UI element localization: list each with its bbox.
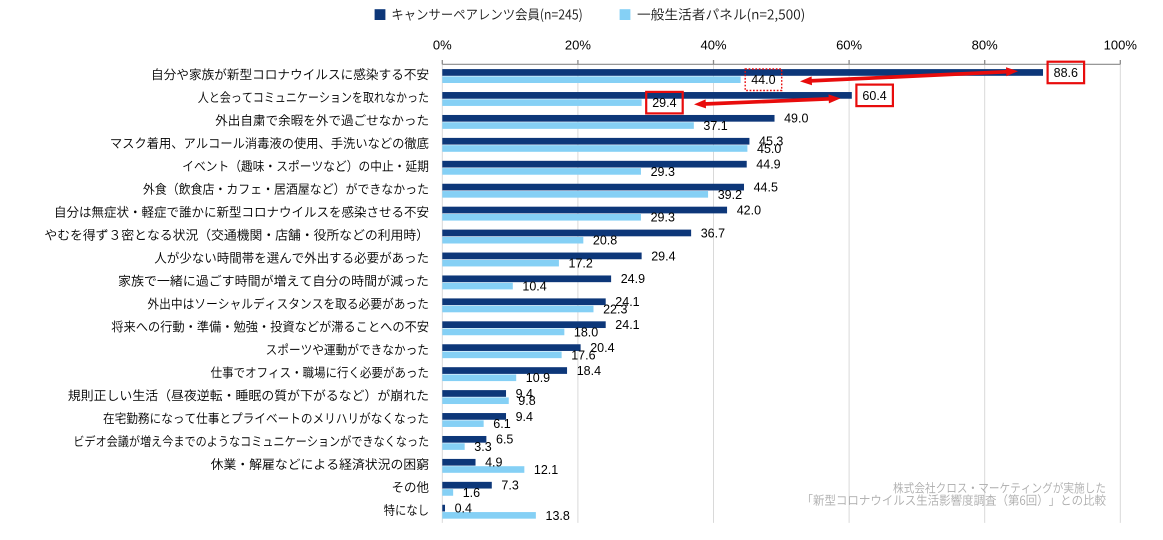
svg-text:9.8: 9.8 — [518, 394, 535, 408]
svg-text:17.6: 17.6 — [571, 348, 595, 362]
svg-text:49.0: 49.0 — [784, 112, 808, 126]
svg-text:7.3: 7.3 — [501, 479, 518, 493]
svg-text:29.4: 29.4 — [652, 96, 676, 110]
svg-text:44.5: 44.5 — [754, 181, 778, 195]
svg-text:45.0: 45.0 — [757, 142, 781, 156]
svg-text:0.4: 0.4 — [455, 502, 472, 516]
svg-text:39.2: 39.2 — [718, 188, 742, 202]
svg-text:24.9: 24.9 — [621, 272, 645, 286]
svg-text:24.1: 24.1 — [615, 295, 639, 309]
svg-text:13.8: 13.8 — [546, 509, 570, 523]
svg-text:1.6: 1.6 — [463, 486, 480, 500]
svg-text:18.4: 18.4 — [577, 364, 601, 378]
svg-text:29.3: 29.3 — [651, 165, 675, 179]
svg-text:100%: 100% — [1104, 38, 1138, 53]
svg-text:20.8: 20.8 — [593, 234, 617, 248]
svg-text:0%: 0% — [433, 38, 452, 53]
svg-text:18.0: 18.0 — [574, 325, 598, 339]
svg-text:10.9: 10.9 — [526, 371, 550, 385]
svg-text:3.3: 3.3 — [474, 440, 491, 454]
svg-text:44.0: 44.0 — [751, 73, 775, 87]
svg-text:80%: 80% — [972, 38, 998, 53]
svg-text:60%: 60% — [836, 38, 862, 53]
svg-text:42.0: 42.0 — [737, 203, 761, 217]
svg-text:29.3: 29.3 — [651, 211, 675, 225]
svg-text:4.9: 4.9 — [485, 456, 502, 470]
svg-text:22.3: 22.3 — [603, 302, 627, 316]
svg-text:17.2: 17.2 — [569, 257, 593, 271]
svg-text:45.3: 45.3 — [759, 135, 783, 149]
svg-text:6.5: 6.5 — [496, 433, 513, 447]
svg-text:10.4: 10.4 — [522, 279, 546, 293]
svg-text:88.6: 88.6 — [1054, 66, 1078, 80]
svg-text:36.7: 36.7 — [701, 226, 725, 240]
svg-text:12.1: 12.1 — [534, 463, 558, 477]
svg-text:44.9: 44.9 — [756, 158, 780, 172]
svg-text:60.4: 60.4 — [862, 89, 886, 103]
svg-text:29.4: 29.4 — [651, 249, 675, 263]
svg-text:37.1: 37.1 — [703, 119, 727, 133]
svg-text:20.4: 20.4 — [590, 341, 614, 355]
svg-text:24.1: 24.1 — [615, 318, 639, 332]
svg-text:9.4: 9.4 — [516, 387, 533, 401]
svg-text:9.4: 9.4 — [516, 410, 533, 424]
svg-text:40%: 40% — [700, 38, 726, 53]
svg-text:6.1: 6.1 — [493, 417, 510, 431]
svg-text:20%: 20% — [565, 38, 591, 53]
